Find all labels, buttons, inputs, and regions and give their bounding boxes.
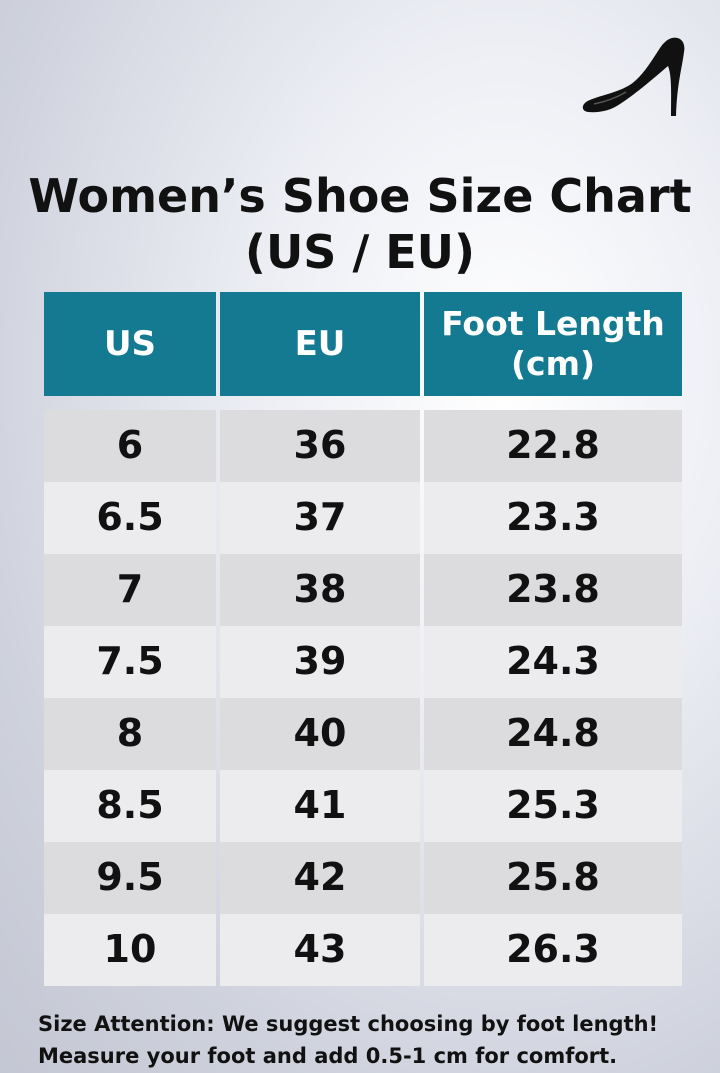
table-row: 8 40 24.8: [44, 698, 682, 770]
cell-cm: 22.8: [424, 410, 682, 482]
table-row: 6 36 22.8: [44, 410, 682, 482]
cell-eu: 39: [220, 626, 420, 698]
size-table: US EU Foot Length (cm) 6 36 22.8 6.5 37 …: [40, 292, 686, 986]
table-row: 7 38 23.8: [44, 554, 682, 626]
table-row: 6.5 37 23.3: [44, 482, 682, 554]
cell-cm: 25.8: [424, 842, 682, 914]
cell-us: 7.5: [44, 626, 216, 698]
cell-us: 6.5: [44, 482, 216, 554]
header-foot-length-line-2: (cm): [510, 344, 596, 383]
cell-eu: 36: [220, 410, 420, 482]
cell-us: 9.5: [44, 842, 216, 914]
cell-cm: 23.3: [424, 482, 682, 554]
header-us: US: [44, 292, 216, 396]
size-attention-note: Size Attention: We suggest choosing by f…: [38, 1008, 698, 1072]
cell-eu: 38: [220, 554, 420, 626]
header-foot-length: Foot Length (cm): [424, 292, 682, 396]
cell-us: 7: [44, 554, 216, 626]
table-row: 9.5 42 25.8: [44, 842, 682, 914]
cell-eu: 40: [220, 698, 420, 770]
table-row: 8.5 41 25.3: [44, 770, 682, 842]
cell-cm: 24.3: [424, 626, 682, 698]
header-eu: EU: [220, 292, 420, 396]
cell-cm: 24.8: [424, 698, 682, 770]
note-line-2: Measure your foot and add 0.5-1 cm for c…: [38, 1044, 618, 1068]
table-row: 10 43 26.3: [44, 914, 682, 986]
high-heel-shoe-icon: [582, 37, 685, 116]
cell-cm: 26.3: [424, 914, 682, 986]
cell-cm: 25.3: [424, 770, 682, 842]
page-title: Women’s Shoe Size Chart (US / EU): [0, 168, 720, 280]
table-row: 7.5 39 24.3: [44, 626, 682, 698]
cell-us: 8.5: [44, 770, 216, 842]
cell-eu: 41: [220, 770, 420, 842]
note-line-1: Size Attention: We suggest choosing by f…: [38, 1012, 659, 1036]
title-line-1: Women’s Shoe Size Chart: [28, 169, 692, 223]
title-line-2: (US / EU): [244, 225, 476, 279]
cell-us: 8: [44, 698, 216, 770]
cell-eu: 43: [220, 914, 420, 986]
table-header-row: US EU Foot Length (cm): [44, 292, 682, 396]
cell-us: 6: [44, 410, 216, 482]
cell-eu: 42: [220, 842, 420, 914]
cell-eu: 37: [220, 482, 420, 554]
cell-us: 10: [44, 914, 216, 986]
header-foot-length-line-1: Foot Length: [441, 304, 665, 343]
cell-cm: 23.8: [424, 554, 682, 626]
